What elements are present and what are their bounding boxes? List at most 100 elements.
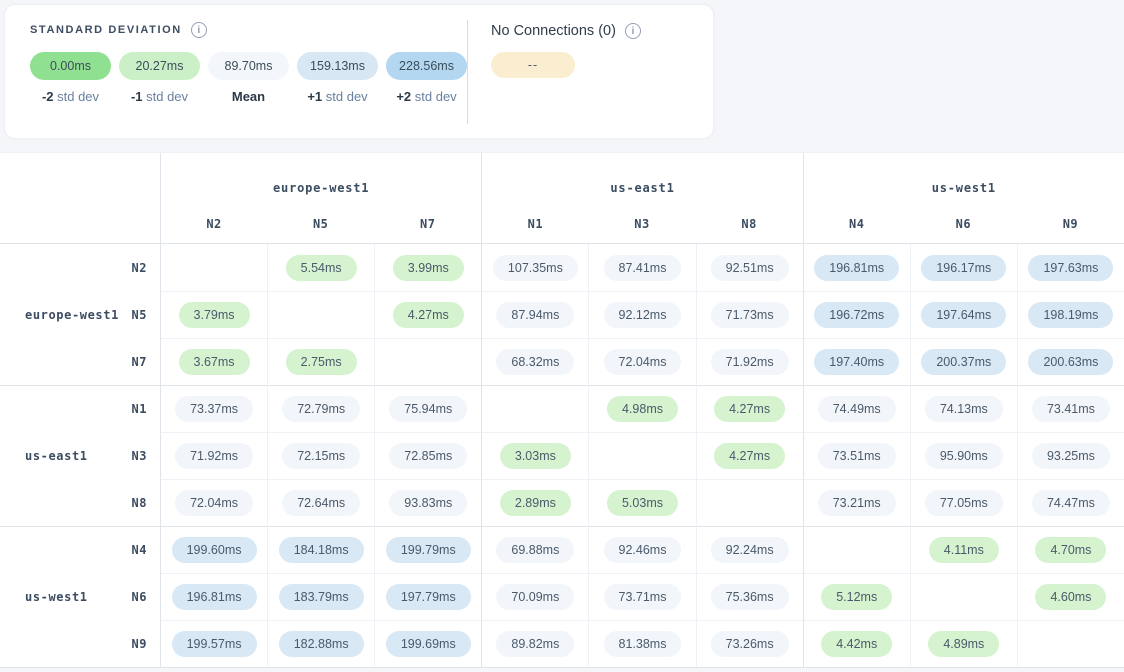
latency-pill[interactable]: 92.12ms: [603, 302, 682, 328]
latency-pill[interactable]: 73.41ms: [1031, 396, 1110, 422]
info-icon[interactable]: i: [624, 23, 641, 39]
legend-label: +1 std dev: [307, 89, 368, 104]
latency-pill[interactable]: 2.75ms: [285, 349, 357, 375]
latency-pill[interactable]: 2.89ms: [499, 490, 571, 516]
latency-pill[interactable]: 72.04ms: [175, 490, 254, 516]
latency-cell: 196.72ms: [802, 291, 910, 338]
latency-pill[interactable]: 72.04ms: [603, 349, 682, 375]
latency-pill[interactable]: 3.99ms: [392, 254, 464, 281]
latency-pill[interactable]: 197.64ms: [921, 302, 1007, 328]
column-node-header: N1: [481, 205, 589, 244]
latency-pill[interactable]: 199.60ms: [171, 537, 257, 563]
latency-pill[interactable]: 72.79ms: [282, 396, 361, 422]
latency-pill[interactable]: 3.79ms: [178, 302, 250, 328]
latency-pill[interactable]: 75.36ms: [710, 584, 789, 610]
latency-pill[interactable]: 183.79ms: [278, 584, 364, 610]
latency-pill[interactable]: 73.51ms: [817, 443, 896, 469]
latency-pill[interactable]: 72.85ms: [389, 443, 468, 469]
latency-pill[interactable]: 68.32ms: [496, 349, 575, 375]
latency-pill[interactable]: 4.60ms: [1035, 584, 1107, 610]
latency-pill[interactable]: 4.89ms: [928, 631, 1000, 657]
latency-pill[interactable]: 196.81ms: [171, 584, 257, 610]
latency-pill[interactable]: 4.70ms: [1035, 537, 1107, 563]
legend-pill: 0.00ms: [30, 52, 111, 80]
latency-pill[interactable]: 73.26ms: [710, 631, 789, 657]
latency-pill[interactable]: 75.94ms: [389, 396, 468, 422]
latency-cell: [802, 526, 910, 573]
latency-pill[interactable]: 5.54ms: [285, 254, 357, 281]
latency-pill[interactable]: 74.49ms: [817, 396, 896, 422]
column-node-header: N9: [1016, 205, 1124, 244]
latency-pill[interactable]: 4.27ms: [714, 443, 786, 469]
latency-pill[interactable]: 4.98ms: [606, 396, 678, 422]
latency-pill[interactable]: 184.18ms: [278, 537, 364, 563]
latency-pill[interactable]: 92.24ms: [710, 537, 789, 563]
latency-pill[interactable]: 196.72ms: [814, 302, 900, 328]
latency-pill[interactable]: 71.73ms: [710, 302, 789, 328]
latency-pill[interactable]: 69.88ms: [496, 537, 575, 563]
row-group-label: europe-west1: [25, 307, 119, 322]
legend-card: STANDARD DEVIATION i 0.00ms -2 std dev 2…: [5, 5, 713, 138]
legend-pill: 228.56ms: [386, 52, 467, 80]
latency-pill[interactable]: 92.46ms: [603, 537, 682, 563]
latency-pill[interactable]: 92.51ms: [710, 254, 789, 281]
latency-pill[interactable]: 197.40ms: [814, 349, 900, 375]
latency-pill[interactable]: 74.47ms: [1031, 490, 1110, 516]
latency-pill[interactable]: 5.12ms: [821, 584, 893, 610]
row-node-label: N8: [131, 495, 147, 510]
latency-pill[interactable]: 73.21ms: [817, 490, 896, 516]
latency-pill[interactable]: 199.79ms: [385, 537, 471, 563]
row-node-label: N7: [131, 354, 147, 369]
legend-item-plus1: 159.13ms +1 std dev: [297, 52, 378, 104]
latency-pill[interactable]: 71.92ms: [710, 349, 789, 375]
legend-title: STANDARD DEVIATION: [30, 24, 182, 36]
latency-pill[interactable]: 200.63ms: [1028, 349, 1114, 375]
latency-pill[interactable]: 182.88ms: [278, 631, 364, 657]
row-group-label: us-west1: [25, 589, 88, 604]
latency-pill[interactable]: 3.03ms: [499, 443, 571, 469]
latency-pill[interactable]: 4.11ms: [928, 537, 999, 563]
latency-cell: 198.19ms: [1016, 291, 1124, 338]
latency-pill[interactable]: 196.81ms: [814, 254, 900, 281]
latency-pill[interactable]: 199.69ms: [385, 631, 471, 657]
latency-pill[interactable]: 107.35ms: [492, 254, 578, 281]
latency-pill[interactable]: 81.38ms: [603, 631, 682, 657]
latency-cell: [909, 573, 1017, 620]
latency-pill[interactable]: 73.37ms: [175, 396, 254, 422]
latency-pill[interactable]: 197.63ms: [1028, 254, 1114, 281]
latency-pill[interactable]: 72.64ms: [282, 490, 361, 516]
matrix-corner: [0, 153, 160, 205]
latency-pill[interactable]: 77.05ms: [924, 490, 1003, 516]
latency-pill[interactable]: 4.27ms: [392, 302, 464, 328]
latency-cell: 81.38ms: [588, 620, 696, 667]
latency-pill[interactable]: 70.09ms: [496, 584, 575, 610]
latency-pill[interactable]: 199.57ms: [171, 631, 257, 657]
latency-pill[interactable]: 71.92ms: [175, 443, 254, 469]
column-node-header: N6: [909, 205, 1017, 244]
latency-pill[interactable]: 4.42ms: [821, 631, 893, 657]
row-node-label: N5: [131, 307, 147, 322]
latency-pill[interactable]: 87.94ms: [496, 302, 575, 328]
latency-pill[interactable]: 93.25ms: [1031, 443, 1110, 469]
latency-pill[interactable]: 200.37ms: [921, 349, 1007, 375]
latency-pill[interactable]: 95.90ms: [924, 443, 1003, 469]
column-group-header: europe-west1: [160, 153, 481, 205]
column-group-header: us-east1: [481, 153, 802, 205]
latency-pill[interactable]: 74.13ms: [924, 396, 1003, 422]
latency-pill[interactable]: 196.17ms: [921, 254, 1007, 281]
legend-item-minus1: 20.27ms -1 std dev: [119, 52, 200, 104]
latency-cell: 72.79ms: [267, 385, 375, 432]
latency-pill[interactable]: 93.83ms: [389, 490, 468, 516]
latency-cell: [160, 244, 267, 291]
latency-pill[interactable]: 197.79ms: [385, 584, 471, 610]
latency-pill[interactable]: 5.03ms: [606, 490, 678, 516]
latency-pill[interactable]: 198.19ms: [1028, 302, 1114, 328]
latency-cell: 70.09ms: [481, 573, 589, 620]
latency-pill[interactable]: 73.71ms: [603, 584, 682, 610]
latency-pill[interactable]: 3.67ms: [178, 349, 250, 375]
latency-pill[interactable]: 72.15ms: [282, 443, 361, 469]
latency-pill[interactable]: 89.82ms: [496, 631, 575, 657]
latency-pill[interactable]: 4.27ms: [714, 396, 786, 422]
latency-pill[interactable]: 87.41ms: [603, 254, 682, 281]
info-icon[interactable]: i: [190, 22, 207, 38]
